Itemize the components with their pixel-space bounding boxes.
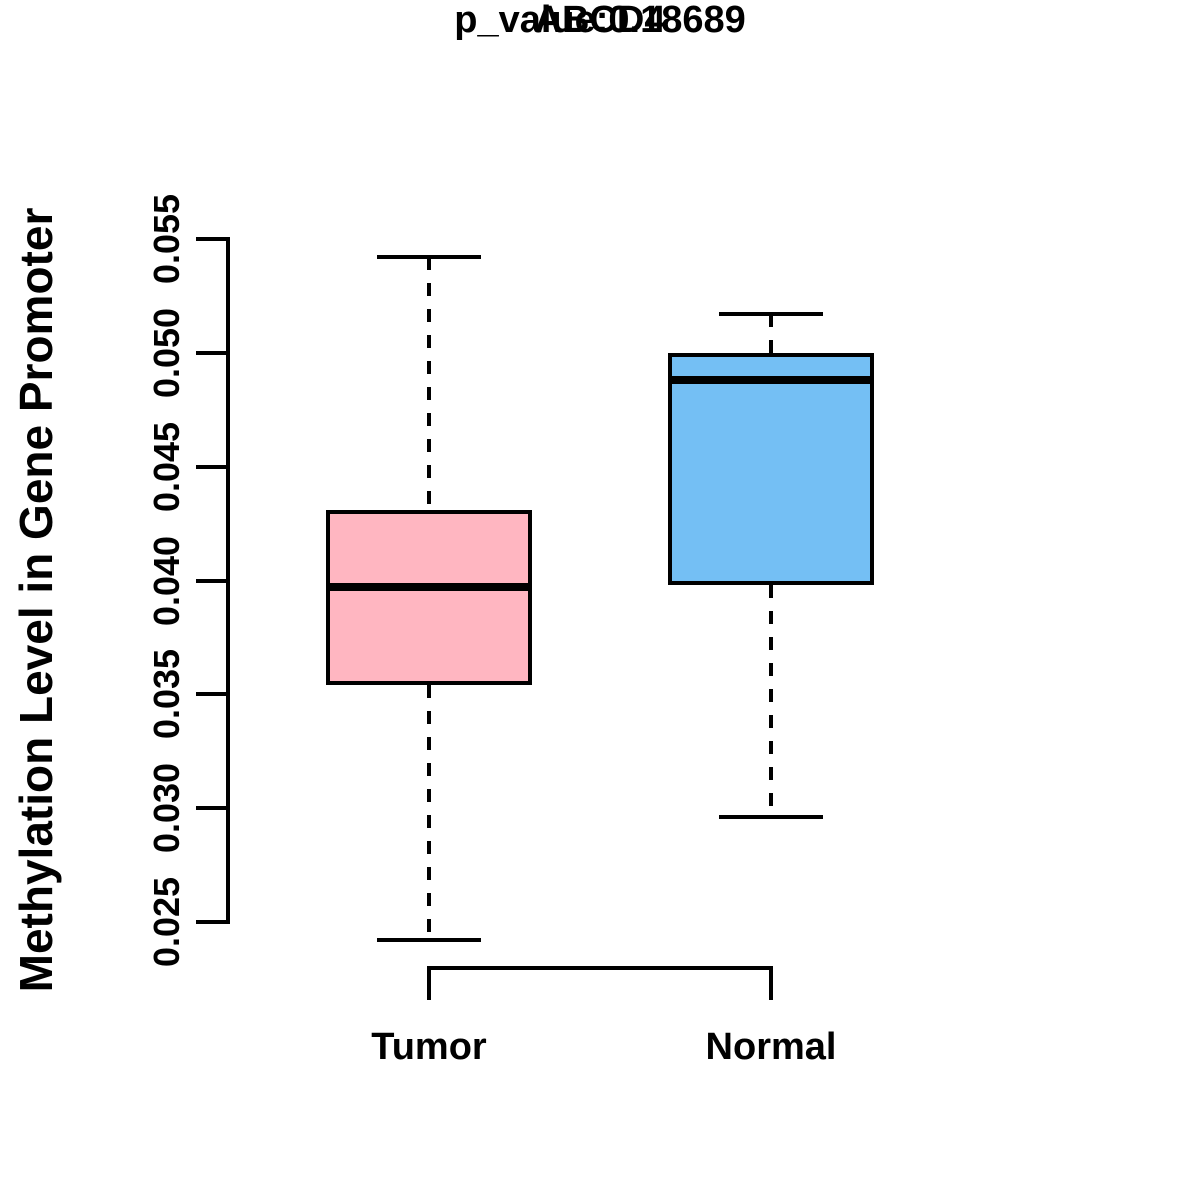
- x-axis-label-normal: Normal: [705, 1026, 837, 1068]
- chart-subtitle: p_value:0.18689: [454, 0, 746, 41]
- y-axis-line: [226, 237, 230, 924]
- whisker-lower: [427, 685, 431, 941]
- boxplot-box-tumor: [326, 509, 532, 686]
- x-axis-line: [427, 966, 773, 970]
- x-axis-label-tumor: Tumor: [371, 1026, 487, 1068]
- boxplot-box-normal: [668, 352, 874, 586]
- x-axis-tick: [769, 966, 773, 1000]
- whisker-upper: [769, 314, 773, 353]
- y-axis-tick: [196, 806, 226, 811]
- whisker-cap-upper: [719, 312, 823, 317]
- whisker-cap-upper: [377, 255, 481, 260]
- whisker-lower: [769, 585, 773, 818]
- y-axis-tick-label: 0.025: [146, 876, 187, 968]
- y-axis-tick: [196, 350, 226, 355]
- x-axis-tick: [427, 966, 431, 1000]
- y-axis-tick-label: 0.050: [146, 307, 187, 398]
- y-axis-tick-label: 0.035: [146, 649, 187, 740]
- y-axis-tick: [196, 578, 226, 583]
- y-axis-tick: [196, 692, 226, 697]
- y-axis-tick: [196, 237, 226, 241]
- y-axis-tick-label: 0.040: [146, 535, 187, 626]
- whisker-cap-lower: [377, 938, 481, 943]
- chart-title: ABCD4: [534, 0, 666, 41]
- median-line: [326, 583, 532, 592]
- y-axis-tick: [196, 920, 226, 924]
- whisker-cap-lower: [719, 815, 823, 820]
- y-axis-tick: [196, 464, 226, 469]
- y-axis-label: Methylation Level in Gene Promoter: [10, 207, 62, 993]
- median-line: [668, 376, 874, 385]
- whisker-upper: [427, 257, 431, 510]
- y-axis-tick-label: 0.055: [146, 193, 187, 285]
- y-axis-tick-label: 0.030: [146, 763, 187, 854]
- y-axis-tick-label: 0.045: [146, 421, 187, 512]
